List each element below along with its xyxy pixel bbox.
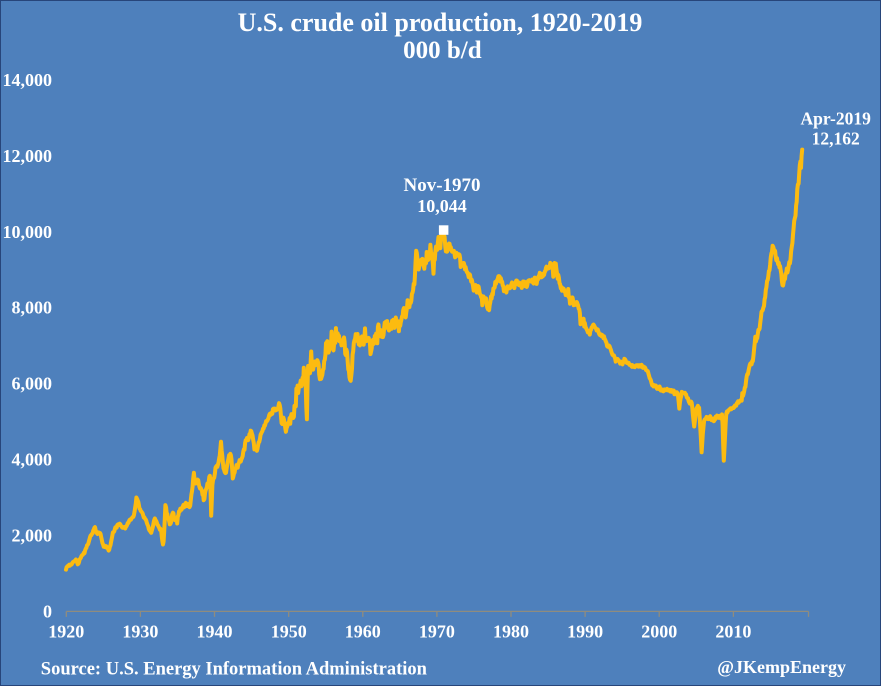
- svg-text:1920: 1920: [48, 622, 84, 642]
- svg-text:1980: 1980: [493, 622, 529, 642]
- svg-text:1990: 1990: [567, 622, 603, 642]
- svg-text:12,162: 12,162: [812, 128, 860, 148]
- svg-text:4,000: 4,000: [12, 450, 53, 470]
- svg-text:2000: 2000: [641, 622, 677, 642]
- svg-text:1960: 1960: [345, 622, 381, 642]
- svg-text:10,044: 10,044: [417, 196, 467, 216]
- svg-text:1950: 1950: [271, 622, 307, 642]
- svg-text:1970: 1970: [419, 622, 455, 642]
- svg-text:Nov-1970: Nov-1970: [403, 175, 480, 196]
- svg-text:6,000: 6,000: [12, 374, 53, 394]
- svg-text:10,000: 10,000: [3, 222, 53, 242]
- svg-text:Apr-2019: Apr-2019: [801, 108, 872, 128]
- svg-text:1930: 1930: [122, 622, 158, 642]
- svg-text:14,000: 14,000: [3, 70, 53, 90]
- svg-text:000 b/d: 000 b/d: [403, 37, 482, 64]
- svg-text:0: 0: [43, 602, 52, 622]
- svg-text:U.S. crude oil production, 192: U.S. crude oil production, 1920-2019: [238, 8, 643, 37]
- svg-text:2010: 2010: [715, 622, 751, 642]
- svg-text:1940: 1940: [197, 622, 233, 642]
- svg-text:12,000: 12,000: [3, 146, 53, 166]
- svg-text:8,000: 8,000: [12, 298, 53, 318]
- svg-text:Source: U.S. Energy Informatio: Source: U.S. Energy Information Administ…: [41, 659, 428, 679]
- svg-text:2,000: 2,000: [12, 526, 53, 546]
- svg-text:@JKempEnergy: @JKempEnergy: [717, 657, 846, 677]
